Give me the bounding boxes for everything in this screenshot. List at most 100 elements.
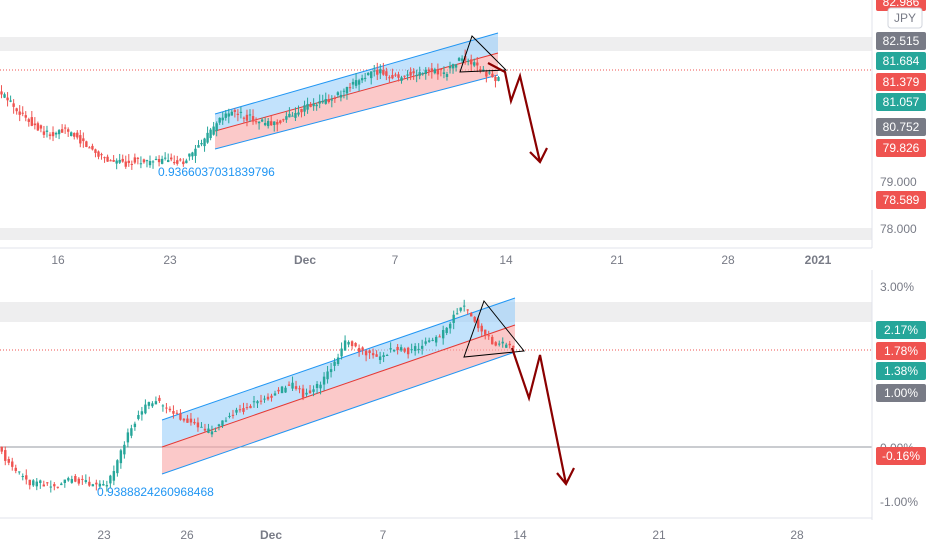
candle-body [294,113,297,118]
candle-body [260,119,264,122]
candle-body [378,356,382,361]
candle-body [215,123,218,132]
currency-badge[interactable] [887,7,923,29]
candle-body [189,418,193,423]
candle-body [312,389,315,392]
candle-body [259,400,263,402]
candle-body [39,125,43,129]
candle-body [98,483,102,487]
candle-body [106,156,109,162]
candle-body [417,348,420,350]
candle-body [282,119,285,121]
candle-body [312,103,315,107]
candle-body [193,421,196,424]
candle-body [121,158,124,162]
candle-body [251,116,255,122]
candle-body [239,111,243,113]
candle-body [424,69,427,75]
candle-body [409,71,412,76]
candle-body [56,486,60,488]
price-label-badge [876,139,926,157]
candle-body [11,461,14,467]
candle-body [448,323,452,329]
candle-body [318,101,321,104]
candle-body [242,117,246,119]
candle-body [376,69,379,75]
candle-body [491,336,494,345]
price-tick-label: 79.000 [880,175,917,189]
candle-body [336,92,340,95]
candle-body [284,387,287,393]
candle-body [160,158,164,164]
forecast-arrow-head [556,467,575,487]
candle-body [42,484,45,487]
triangle-pattern [463,299,525,358]
candle-body [329,369,333,373]
candle-body [91,484,95,487]
candle-body [280,386,284,394]
candle-body [248,114,252,116]
candle-body [473,317,476,322]
candle-body [466,60,470,62]
candle-body [14,467,17,471]
candle-body [60,129,64,133]
candle-body [53,484,56,487]
candle-body [433,69,437,74]
candle-body [126,432,130,443]
bottom-chart-pane[interactable]: 3.00%0.00%-1.00%2.17%1.78%1.38%1.00%-0.1… [0,270,926,542]
price-label-text: 81.684 [883,54,920,68]
candle-body [418,72,421,76]
candle-body [470,313,473,317]
currency-badge-label: JPY [894,11,916,25]
candle-body [488,72,491,74]
price-label-text: 81.379 [883,75,920,89]
candle-body [228,415,231,417]
candle-body [217,424,221,427]
candle-body [406,347,410,355]
forecast-arrow [487,62,542,163]
candle-body [466,309,469,311]
price-tick-label: 3.00% [880,280,914,294]
candle-body [345,86,349,94]
candle-body [439,68,443,70]
candle-body [212,126,215,135]
bottom-annotation-label: 0.9388824260968468 [97,485,214,499]
candle-body [245,407,249,409]
candle-body [270,395,273,398]
candle-body [197,145,200,148]
candle-body [442,72,446,74]
candle-body [270,121,273,126]
candle-body [18,111,21,115]
candle-body [399,347,403,351]
candle-body [49,486,52,488]
candle-body [400,77,403,81]
candle-body [357,348,361,352]
candle-body [203,428,207,431]
price-label-badge [876,52,926,70]
shaded-zone [0,228,872,240]
candle-body [306,103,309,110]
candle-body [430,68,434,72]
candle-body [484,329,487,335]
candle-body [238,409,242,411]
candle-body [227,113,230,117]
candle-body [218,117,221,123]
candle-body [154,401,158,405]
candle-body [397,74,400,78]
candle-body [161,405,165,407]
top-chart-pane[interactable]: 79.000 78.000 82.986 82.515 81.684 81.379 81.0… [0,0,926,267]
candle-body [505,344,508,348]
candle-body [233,110,237,112]
candle-body [277,389,280,392]
candle-body [285,116,288,120]
price-tick-label: 78.000 [880,222,917,236]
candle-body [451,64,455,69]
candle-body [18,471,21,473]
forecast-arrow-head [529,147,548,164]
triangle-pattern [459,35,508,73]
candle-body [21,112,24,114]
candle-body [144,404,147,414]
candle-body [158,397,161,401]
candle-body [148,161,152,166]
